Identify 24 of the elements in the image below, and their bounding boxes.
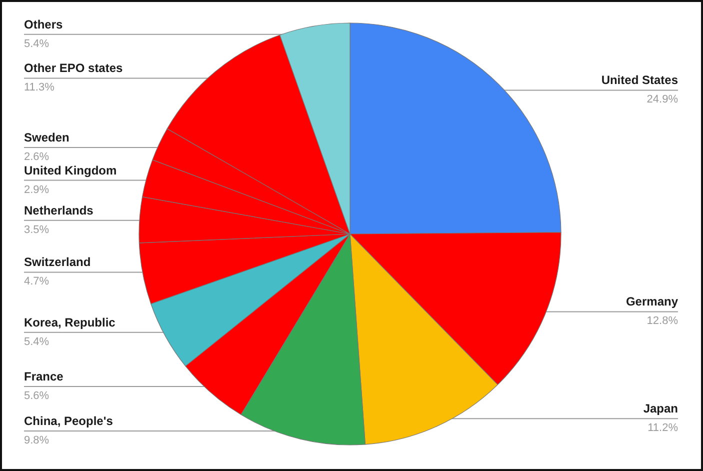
slice-label: United States [601, 73, 678, 88]
data-label: 5.6% [24, 390, 50, 402]
slice-label: Others [24, 17, 64, 32]
data-label: 11.2% [648, 422, 678, 434]
data-label: 9.8% [24, 434, 50, 446]
slice-label: United Kingdom [24, 163, 117, 178]
data-label: 2.9% [24, 184, 50, 196]
slice-label: France [24, 369, 64, 384]
data-label: 4.7% [24, 276, 50, 288]
slice-label: Netherlands [24, 203, 94, 218]
data-label: 5.4% [24, 336, 50, 348]
data-label: 2.6% [24, 151, 50, 164]
slice-label: Switzerland [24, 255, 91, 270]
slice-label: Korea, Republic [24, 315, 116, 330]
slice-label: China, People's [24, 414, 114, 428]
data-label: 12.8% [646, 315, 678, 328]
slice-label: Other EPO states [24, 61, 124, 76]
data-label: 5.4% [24, 38, 50, 50]
data-label: 11.3% [24, 82, 55, 94]
data-label: 3.5% [24, 224, 50, 236]
data-label: 24.9% [646, 94, 678, 106]
slice-label: Sweden [24, 130, 70, 145]
slice-label: Germany [626, 294, 678, 309]
slice-label: Japan [643, 402, 678, 416]
